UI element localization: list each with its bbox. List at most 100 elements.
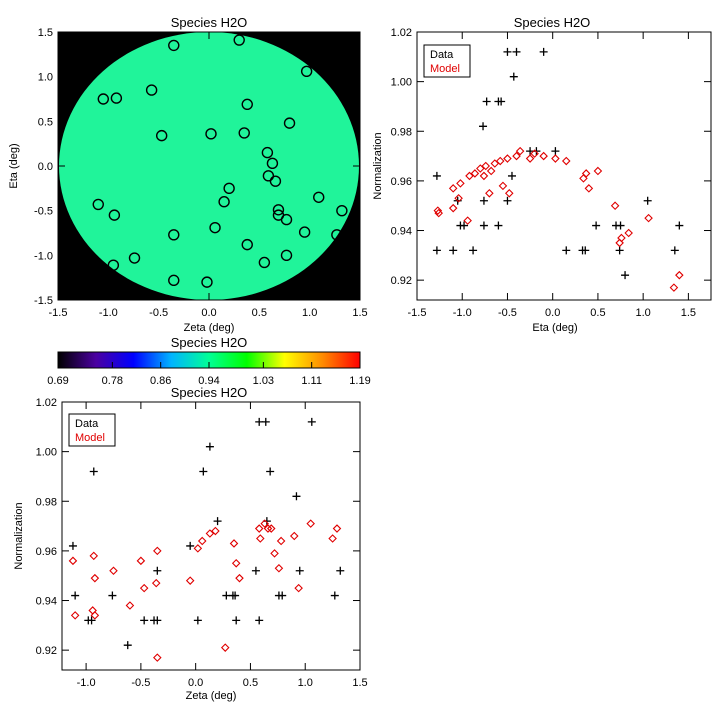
eta-data-point-5 — [460, 221, 469, 230]
map-point-24 — [209, 221, 221, 234]
eta-xtick-label-6: 1.5 — [681, 307, 696, 319]
zeta-model-point-23 — [256, 534, 265, 543]
zeta-data-point-7 — [140, 616, 149, 625]
map-ytick-label-3: 0.0 — [38, 161, 53, 173]
eta-data-point-2 — [449, 246, 458, 255]
zeta-axes: -1.0 -0.5 0.0 0.5 1.0 1.5 0.92 0.94 0.96 0.98 1.00… — [36, 397, 368, 689]
map-point-27 — [298, 226, 311, 238]
map-ytick-label-0: -1.5 — [34, 295, 53, 307]
map-point-16 — [218, 196, 230, 208]
map-point-28 — [331, 229, 343, 241]
eta-data-point-9 — [479, 196, 488, 205]
zeta-data-point-22 — [255, 616, 264, 625]
zeta-data-point-11 — [186, 541, 195, 550]
eta-data-point-29 — [616, 221, 625, 230]
zeta-model-point-32 — [306, 519, 315, 528]
zeta-model-point-20 — [231, 559, 241, 568]
eta-data-point-13 — [503, 47, 512, 56]
map-point-2 — [300, 65, 313, 78]
map-point-5 — [110, 92, 123, 104]
zeta-xtick-label-4: 1.0 — [298, 677, 313, 689]
zeta-data-point-13 — [199, 467, 208, 476]
map-point-34 — [201, 276, 213, 288]
colorbar-tick-label-3: 0.94 — [198, 375, 219, 387]
eta-model-point-2 — [448, 184, 458, 193]
zeta-plot-area — [61, 401, 361, 671]
eta-model-point-10 — [479, 171, 489, 181]
eta-model-point-1 — [434, 208, 443, 218]
eta-data-point-23 — [562, 246, 571, 255]
eta-model-point-18 — [504, 189, 514, 198]
eta-ytick-label-0: 0.92 — [391, 275, 412, 287]
eta-model-point-11 — [481, 161, 491, 171]
map-point-0 — [168, 39, 180, 52]
map-point-23 — [280, 213, 293, 226]
map-field — [59, 32, 359, 300]
zeta-model-point-15 — [197, 536, 207, 546]
eta-model-point-6 — [463, 216, 472, 225]
zeta-model-point-30 — [289, 531, 299, 541]
eta-panel: Species H2O -1.5 -1.0 -0.5 0.0 0.5 1.0 1.5 0.92… — [372, 15, 712, 334]
eta-model-point-14 — [490, 159, 500, 168]
eta-model-point-9 — [476, 164, 485, 173]
eta-data-point-17 — [494, 221, 503, 230]
zeta-title: Species H2O — [171, 385, 248, 400]
zeta-model-point-11 — [151, 578, 161, 588]
zeta-model-point-17 — [211, 526, 220, 536]
zeta-model-point-10 — [153, 546, 162, 556]
map-xlabel: Zeta (deg) — [184, 322, 235, 334]
eta-ytick-label-5: 1.02 — [391, 27, 412, 39]
zeta-legend-data: Data — [75, 418, 99, 430]
zeta-model-point-13 — [185, 576, 195, 585]
map-ytick-label-1: -1.0 — [34, 250, 53, 262]
zeta-data-point-4 — [89, 467, 98, 476]
zeta-model-point-33 — [328, 534, 337, 543]
zeta-model-point-5 — [90, 611, 100, 620]
eta-data-point-6 — [469, 246, 478, 255]
zeta-model-point-0 — [68, 556, 78, 566]
eta-model-point-35 — [669, 283, 679, 292]
map-ytick-label-4: 0.5 — [38, 116, 53, 128]
zeta-model-point-25 — [263, 524, 273, 533]
zeta-ytick-label-0: 0.92 — [36, 645, 57, 657]
zeta-model-point-34 — [332, 524, 342, 533]
map-point-12 — [266, 157, 279, 170]
zeta-model-point-28 — [274, 563, 284, 573]
map-ytick-label-2: -0.5 — [34, 206, 53, 218]
zeta-ytick-label-1: 0.94 — [36, 596, 57, 608]
zeta-ytick-label-3: 0.98 — [36, 496, 57, 508]
eta-model-point-25 — [561, 156, 571, 166]
map-point-11 — [261, 146, 274, 159]
colorbar-tick-label-6: 1.19 — [349, 375, 370, 387]
colorbar-ticks: 0.69 0.78 0.86 0.94 1.03 1.11 1.19 — [47, 362, 371, 387]
zeta-legend: Data Model — [68, 413, 116, 447]
map-title: Species H2O — [171, 15, 248, 30]
eta-legend-box — [423, 44, 471, 78]
eta-data-point-7 — [479, 122, 488, 131]
map-point-7 — [283, 117, 296, 129]
zeta-xtick-label-3: 0.5 — [243, 677, 258, 689]
zeta-legend-box — [68, 413, 116, 447]
eta-data-point-31 — [643, 196, 652, 205]
eta-data-point-28 — [615, 246, 624, 255]
map-point-9 — [205, 128, 217, 140]
eta-data-point-26 — [592, 221, 601, 230]
map-xtick-label-2: -0.5 — [149, 307, 168, 319]
zeta-legend-model: Model — [75, 432, 105, 444]
zeta-xtick-label-1: -0.5 — [131, 677, 150, 689]
eta-data-point-8 — [482, 97, 491, 106]
eta-data-point-15 — [512, 47, 521, 56]
eta-axes: -1.5 -1.0 -0.5 0.0 0.5 1.0 1.5 0.92 0.94 0.96 0.98… — [391, 27, 711, 319]
zeta-ytick-label-4: 1.00 — [36, 447, 57, 459]
map-point-3 — [145, 84, 158, 96]
zeta-model-point-9 — [139, 583, 149, 593]
zeta-data-point-28 — [292, 492, 301, 501]
map-point-1 — [233, 34, 245, 46]
zeta-data-point-9 — [153, 566, 162, 575]
map-xtick-label-5: 1.0 — [302, 307, 317, 319]
eta-model-point-4 — [454, 193, 463, 203]
eta-model-point-13 — [486, 166, 496, 176]
colorbar-tick-label-0: 0.69 — [47, 375, 68, 387]
colorbar-title: Species H2O — [171, 335, 248, 350]
eta-model-point-0 — [433, 206, 443, 215]
